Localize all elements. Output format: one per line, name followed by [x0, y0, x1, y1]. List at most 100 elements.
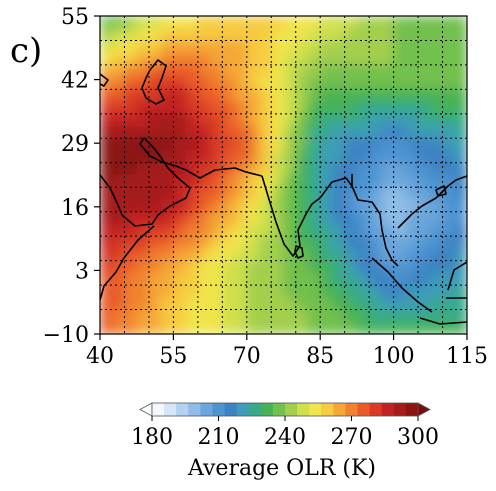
olr-cell	[210, 16, 223, 29]
olr-cell	[136, 199, 150, 213]
olr-cell	[430, 260, 444, 274]
coastline-borneo	[446, 261, 467, 299]
olr-cell	[442, 126, 456, 139]
olr-cell	[124, 77, 138, 90]
olr-cell	[393, 248, 407, 262]
olr-cell	[418, 150, 431, 164]
olr-cell	[332, 260, 346, 274]
olr-cell	[173, 236, 187, 249]
olr-cell	[332, 187, 346, 201]
olr-cell	[369, 77, 382, 90]
olr-cell	[100, 321, 113, 334]
olr-cell	[259, 211, 272, 225]
olr-cell	[418, 64, 431, 78]
olr-cell	[112, 64, 126, 78]
olr-cell	[271, 297, 285, 311]
colorbar: 180 210 240 270 300	[131, 402, 439, 450]
olr-cell	[210, 285, 223, 298]
olr-cell	[259, 162, 272, 176]
olr-cell	[173, 150, 187, 164]
olr-cell	[344, 223, 358, 237]
olr-cell	[381, 272, 395, 286]
olr-cell	[320, 113, 334, 127]
colorbar-swatch	[405, 403, 419, 416]
olr-cell	[442, 248, 456, 262]
y-tick-label: 55	[61, 5, 89, 30]
olr-cell	[307, 248, 321, 262]
olr-cell	[418, 138, 431, 152]
olr-cell	[442, 150, 456, 164]
olr-cell	[430, 138, 444, 152]
olr-cell	[307, 236, 321, 249]
olr-cell	[222, 113, 236, 127]
olr-cell	[393, 64, 407, 78]
olr-cell	[442, 28, 456, 42]
olr-cell	[332, 248, 346, 262]
olr-cell	[320, 236, 334, 249]
olr-cell	[332, 223, 346, 237]
olr-cell	[381, 16, 395, 29]
olr-cell	[136, 187, 150, 201]
olr-cell	[246, 101, 260, 115]
olr-cell	[210, 52, 223, 66]
olr-cell	[136, 52, 150, 66]
olr-cell	[454, 28, 467, 42]
olr-cell	[344, 138, 358, 152]
olr-cell	[100, 40, 113, 54]
olr-cell	[136, 113, 150, 127]
olr-cell	[234, 28, 248, 42]
olr-cell	[381, 187, 395, 201]
olr-cell	[381, 223, 395, 237]
olr-cell	[454, 16, 467, 29]
olr-cell	[283, 223, 297, 237]
colorbar-swatch	[176, 403, 189, 416]
olr-cell	[344, 272, 358, 286]
coastlines	[100, 59, 467, 325]
olr-cell	[112, 187, 126, 201]
olr-cell	[344, 52, 358, 66]
olr-cell	[271, 126, 285, 139]
olr-cell	[210, 236, 223, 249]
olr-cell	[234, 285, 248, 298]
olr-cell	[112, 272, 126, 286]
olr-cell	[148, 16, 162, 29]
olr-cell	[271, 175, 285, 188]
olr-cell	[393, 236, 407, 249]
olr-cell	[344, 16, 358, 29]
olr-cell	[259, 113, 272, 127]
olr-cell	[283, 101, 297, 115]
olr-cell	[148, 321, 162, 334]
olr-cell	[259, 150, 272, 164]
olr-cell	[246, 138, 260, 152]
olr-cell	[320, 285, 334, 298]
olr-cell	[112, 175, 126, 188]
olr-cell	[454, 309, 467, 323]
olr-cell	[222, 187, 236, 201]
olr-cell	[418, 101, 431, 115]
olr-cell	[369, 89, 382, 103]
olr-cell	[381, 309, 395, 323]
olr-cell	[418, 236, 431, 249]
olr-cell	[307, 77, 321, 90]
olr-cell	[283, 16, 297, 29]
olr-cell	[259, 223, 272, 237]
colorbar-tick-label: 270	[331, 425, 373, 450]
olr-cell	[185, 89, 199, 103]
olr-cell	[442, 52, 456, 66]
olr-cell	[259, 272, 272, 286]
olr-cell	[332, 162, 346, 176]
olr-cell	[369, 150, 382, 164]
olr-cell	[124, 126, 138, 139]
olr-cell	[259, 297, 272, 311]
olr-cell	[356, 187, 370, 201]
olr-cell	[442, 138, 456, 152]
olr-cell	[161, 236, 174, 249]
olr-cell	[185, 223, 199, 237]
olr-cell	[148, 199, 162, 213]
olr-cell	[161, 162, 174, 176]
coastline-arabia	[100, 137, 263, 227]
olr-cell	[393, 285, 407, 298]
olr-cell	[356, 309, 370, 323]
olr-cell	[418, 113, 431, 127]
olr-cell	[393, 150, 407, 164]
